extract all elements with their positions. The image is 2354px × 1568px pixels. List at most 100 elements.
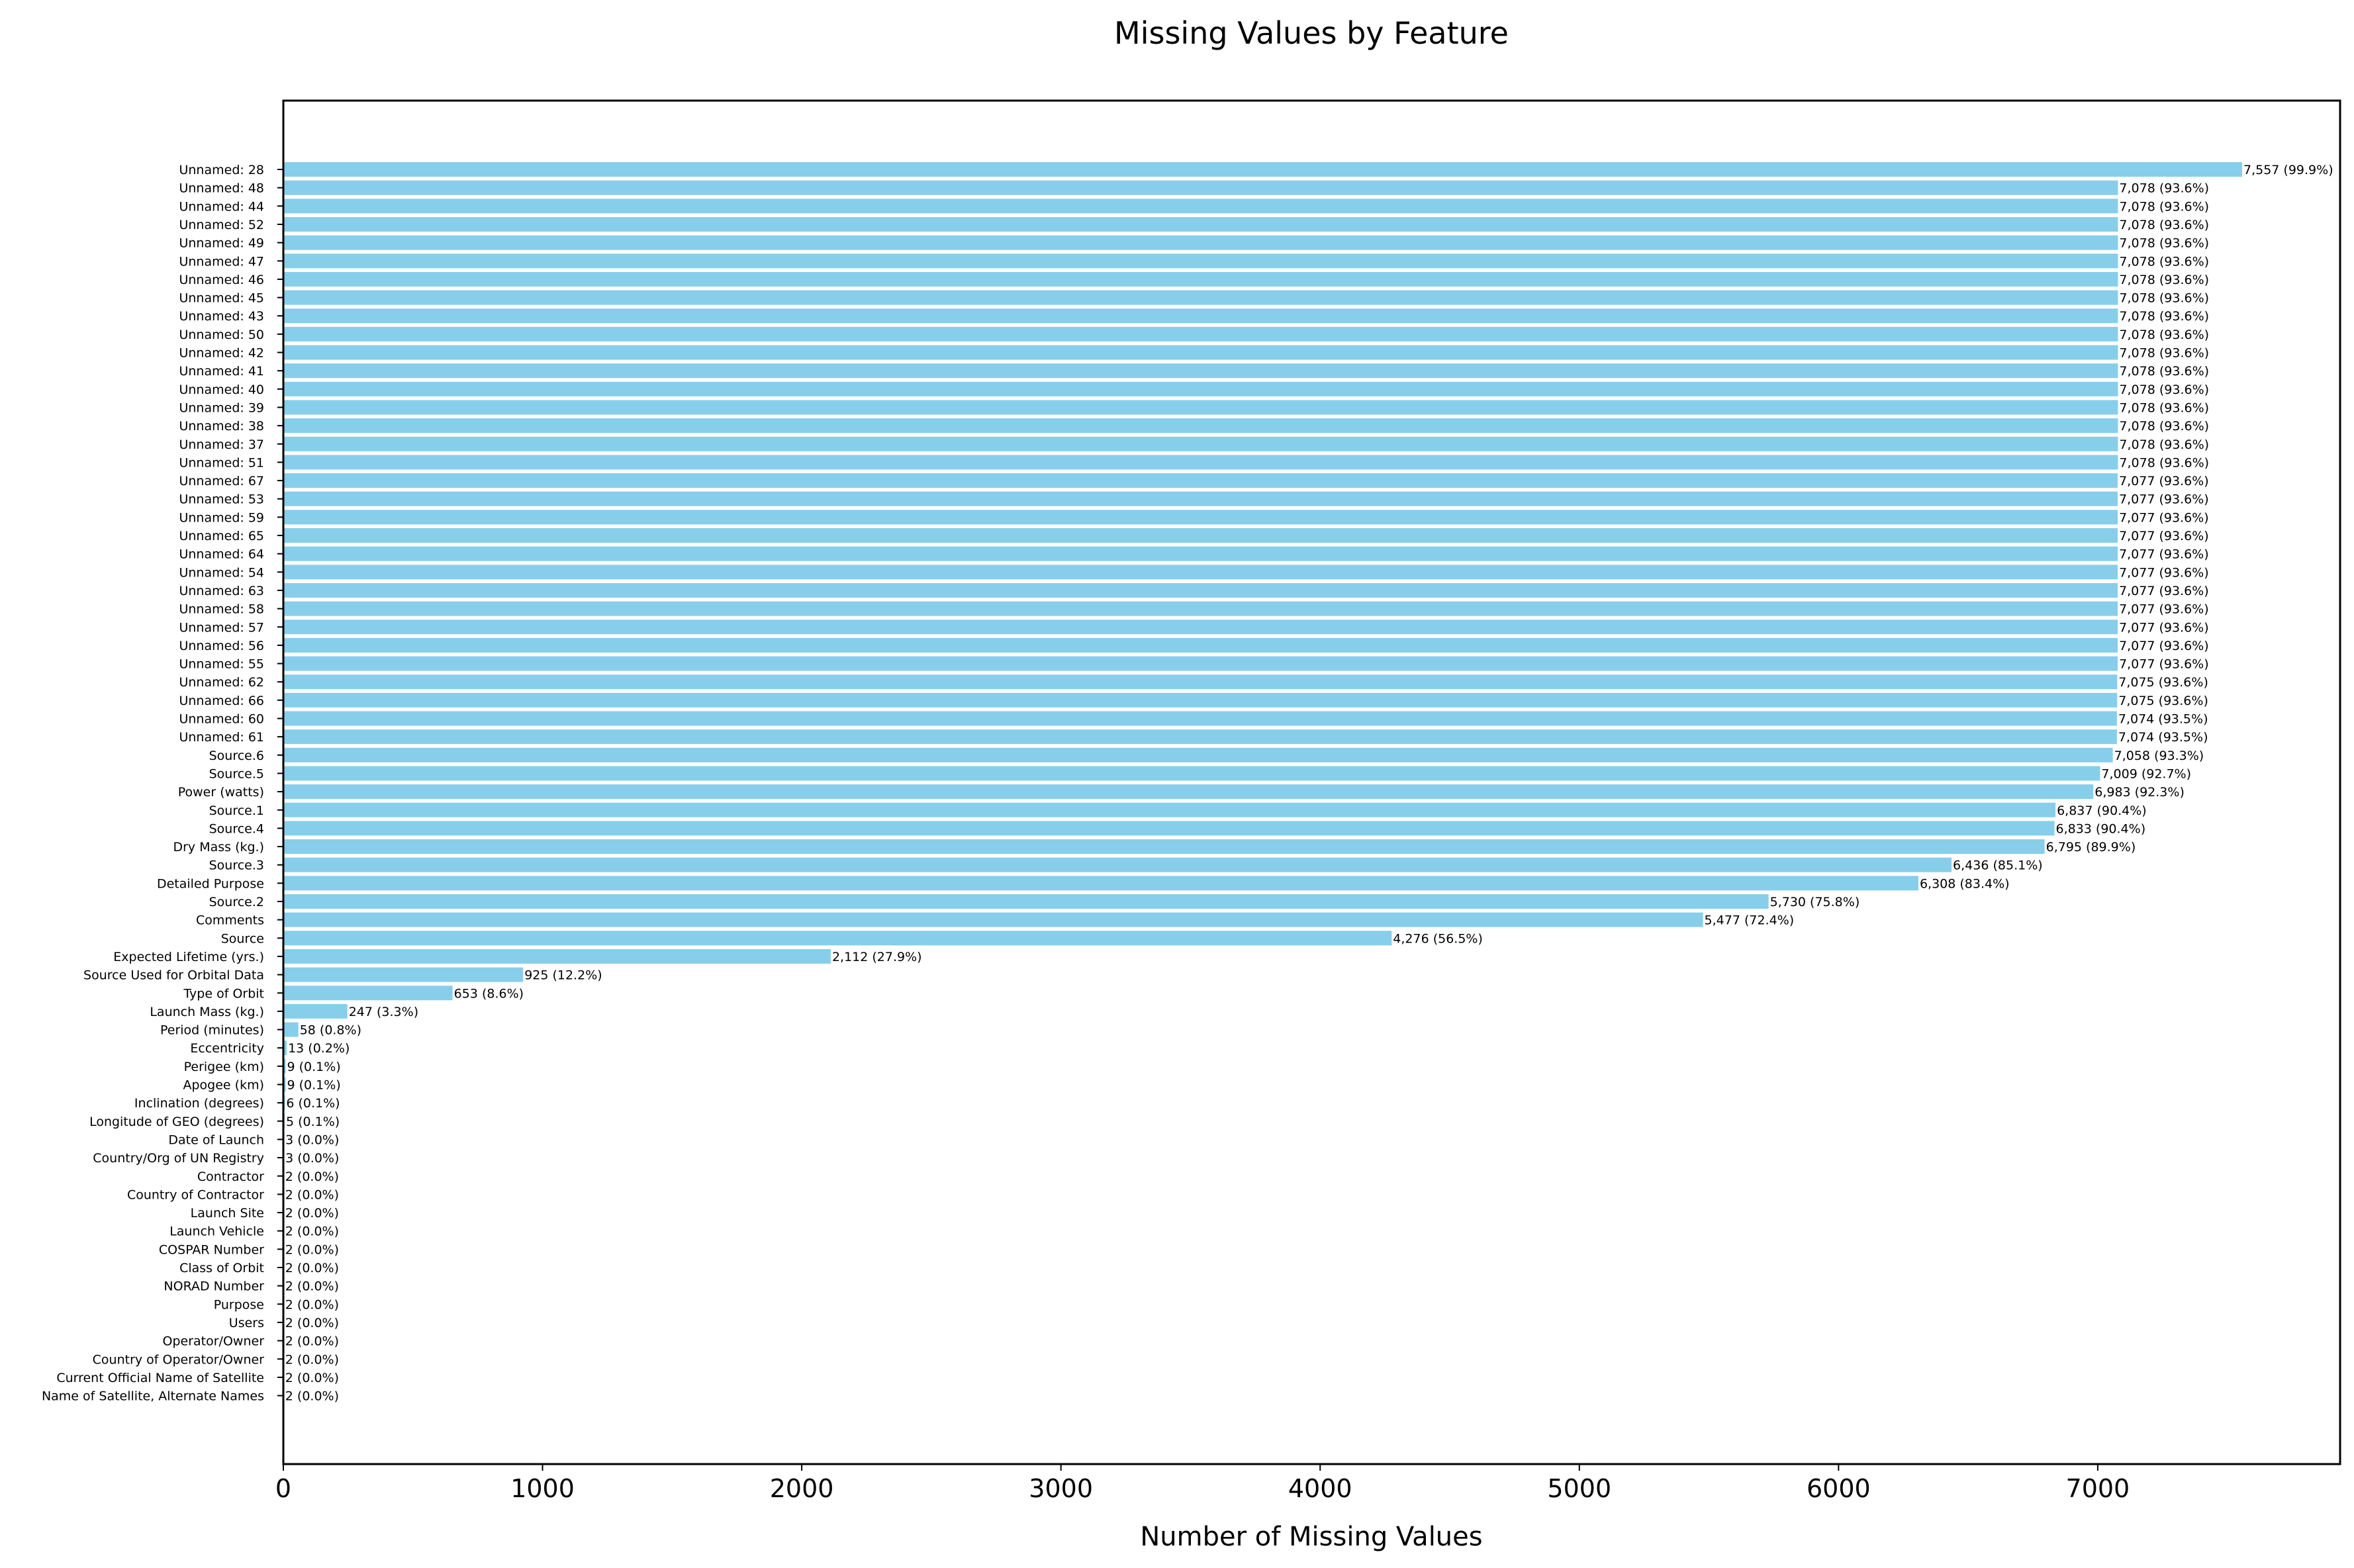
bar <box>283 180 2118 195</box>
data-label: 6,308 (83.4%) <box>1920 876 2010 891</box>
data-label: 3 (0.0%) <box>285 1151 339 1166</box>
data-label: 7,078 (93.6%) <box>2119 309 2209 324</box>
y-tick-label: Source <box>221 931 264 946</box>
data-label: 2 (0.0%) <box>285 1389 339 1404</box>
data-label: 7,077 (93.6%) <box>2119 602 2209 617</box>
data-label: 2 (0.0%) <box>285 1352 339 1367</box>
y-tick-label: Launch Site <box>191 1206 264 1221</box>
data-label: 7,078 (93.6%) <box>2119 455 2209 470</box>
bar <box>283 601 2118 616</box>
y-tick-label: Unnamed: 57 <box>179 620 264 635</box>
bar <box>283 546 2118 561</box>
y-tick-label: Type of Orbit <box>183 986 264 1001</box>
y-tick-label: Unnamed: 41 <box>179 364 264 379</box>
y-tick-label: Unnamed: 64 <box>179 547 264 562</box>
data-label: 4,276 (56.5%) <box>1393 931 1483 946</box>
data-label: 5,730 (75.8%) <box>1770 895 1860 909</box>
data-label: 7,009 (92.7%) <box>2101 766 2191 781</box>
data-label: 6,837 (90.4%) <box>2057 804 2147 818</box>
y-tick-label: Unnamed: 56 <box>179 639 264 653</box>
y-tick-label: Unnamed: 67 <box>179 474 264 488</box>
x-tick-label: 4000 <box>1288 1474 1352 1503</box>
data-label: 2 (0.0%) <box>285 1170 339 1184</box>
y-tick-label: Unnamed: 49 <box>179 236 264 251</box>
x-tick-label: 2000 <box>770 1474 834 1503</box>
plot-frame <box>282 99 2341 1465</box>
bar <box>283 967 524 982</box>
bar <box>283 1040 287 1056</box>
y-tick-label: Unnamed: 44 <box>179 199 264 214</box>
data-label: 9 (0.1%) <box>287 1060 341 1074</box>
bar <box>283 290 2118 305</box>
bar <box>283 931 1392 946</box>
y-tick-label: Unnamed: 65 <box>179 529 264 543</box>
data-label: 7,078 (93.6%) <box>2119 383 2209 397</box>
x-tick-label: 7000 <box>2066 1474 2130 1503</box>
x-tick-label: 3000 <box>1029 1474 1093 1503</box>
data-label: 2 (0.0%) <box>285 1316 339 1330</box>
bar <box>283 821 2055 836</box>
y-tick-label: Power (watts) <box>178 785 264 800</box>
y-tick-label: Unnamed: 38 <box>179 419 264 434</box>
data-label: 7,078 (93.6%) <box>2119 346 2209 361</box>
x-tick-label: 1000 <box>510 1474 575 1503</box>
y-tick-label: Unnamed: 55 <box>179 657 264 672</box>
y-tick-label: Unnamed: 63 <box>179 584 264 598</box>
bar <box>283 455 2118 470</box>
y-tick-label: Country of Contractor <box>127 1187 264 1202</box>
data-label: 7,075 (93.6%) <box>2118 675 2208 690</box>
bar <box>283 510 2118 525</box>
y-tick-label: Launch Vehicle <box>169 1224 264 1239</box>
y-tick-label: Launch Mass (kg.) <box>150 1005 264 1019</box>
data-label: 7,077 (93.6%) <box>2119 510 2209 525</box>
data-label: 7,078 (93.6%) <box>2119 181 2209 196</box>
data-label: 2 (0.0%) <box>285 1279 339 1294</box>
x-tick-label: 5000 <box>1547 1474 1611 1503</box>
bar <box>283 729 2117 745</box>
bar <box>283 254 2118 269</box>
bar <box>283 418 2118 434</box>
data-label: 7,074 (93.5%) <box>2118 712 2208 727</box>
y-tick-label: Operator/Owner <box>163 1334 265 1349</box>
data-label: 2,112 (27.9%) <box>832 950 922 964</box>
y-tick-label: Unnamed: 59 <box>179 510 264 525</box>
y-tick-label: Unnamed: 61 <box>179 730 264 745</box>
y-tick-label: Unnamed: 40 <box>179 383 264 397</box>
x-tick-label: 6000 <box>1807 1474 1871 1503</box>
y-tick-label: Unnamed: 37 <box>179 438 264 452</box>
y-tick-label: Unnamed: 43 <box>179 309 264 324</box>
bar <box>283 400 2118 415</box>
y-tick-label: Date of Launch <box>168 1132 264 1147</box>
data-label: 247 (3.3%) <box>349 1005 418 1019</box>
y-tick-label: Unnamed: 66 <box>179 694 264 708</box>
bar <box>283 894 1769 909</box>
bar <box>283 766 2100 781</box>
data-label: 7,077 (93.6%) <box>2119 584 2209 598</box>
data-label: 7,078 (93.6%) <box>2119 328 2209 342</box>
bar <box>283 199 2118 214</box>
bar <box>283 473 2118 488</box>
data-label: 2 (0.0%) <box>285 1187 339 1202</box>
bar <box>283 912 1703 927</box>
data-label: 7,077 (93.6%) <box>2119 657 2209 672</box>
data-label: 925 (12.2%) <box>524 968 602 983</box>
y-tick-label: Purpose <box>214 1297 264 1312</box>
y-tick-label: Unnamed: 62 <box>179 675 264 690</box>
data-label: 2 (0.0%) <box>285 1297 339 1312</box>
data-label: 7,074 (93.5%) <box>2118 730 2208 745</box>
data-label: 7,078 (93.6%) <box>2119 291 2209 306</box>
y-tick-label: Unnamed: 58 <box>179 602 264 617</box>
bar <box>283 308 2118 324</box>
y-tick-label: Dry Mass (kg.) <box>173 840 264 854</box>
y-tick-label: Source.4 <box>209 821 264 836</box>
bar <box>283 1022 299 1037</box>
data-label: 6,795 (89.9%) <box>2046 840 2136 854</box>
bar <box>283 1003 348 1019</box>
bar <box>283 436 2118 451</box>
bar <box>283 876 1918 891</box>
data-label: 7,077 (93.6%) <box>2119 547 2209 562</box>
x-axis-label: Number of Missing Values <box>1140 1522 1482 1552</box>
y-tick-label: Unnamed: 52 <box>179 218 264 232</box>
data-label: 7,077 (93.6%) <box>2119 620 2209 635</box>
